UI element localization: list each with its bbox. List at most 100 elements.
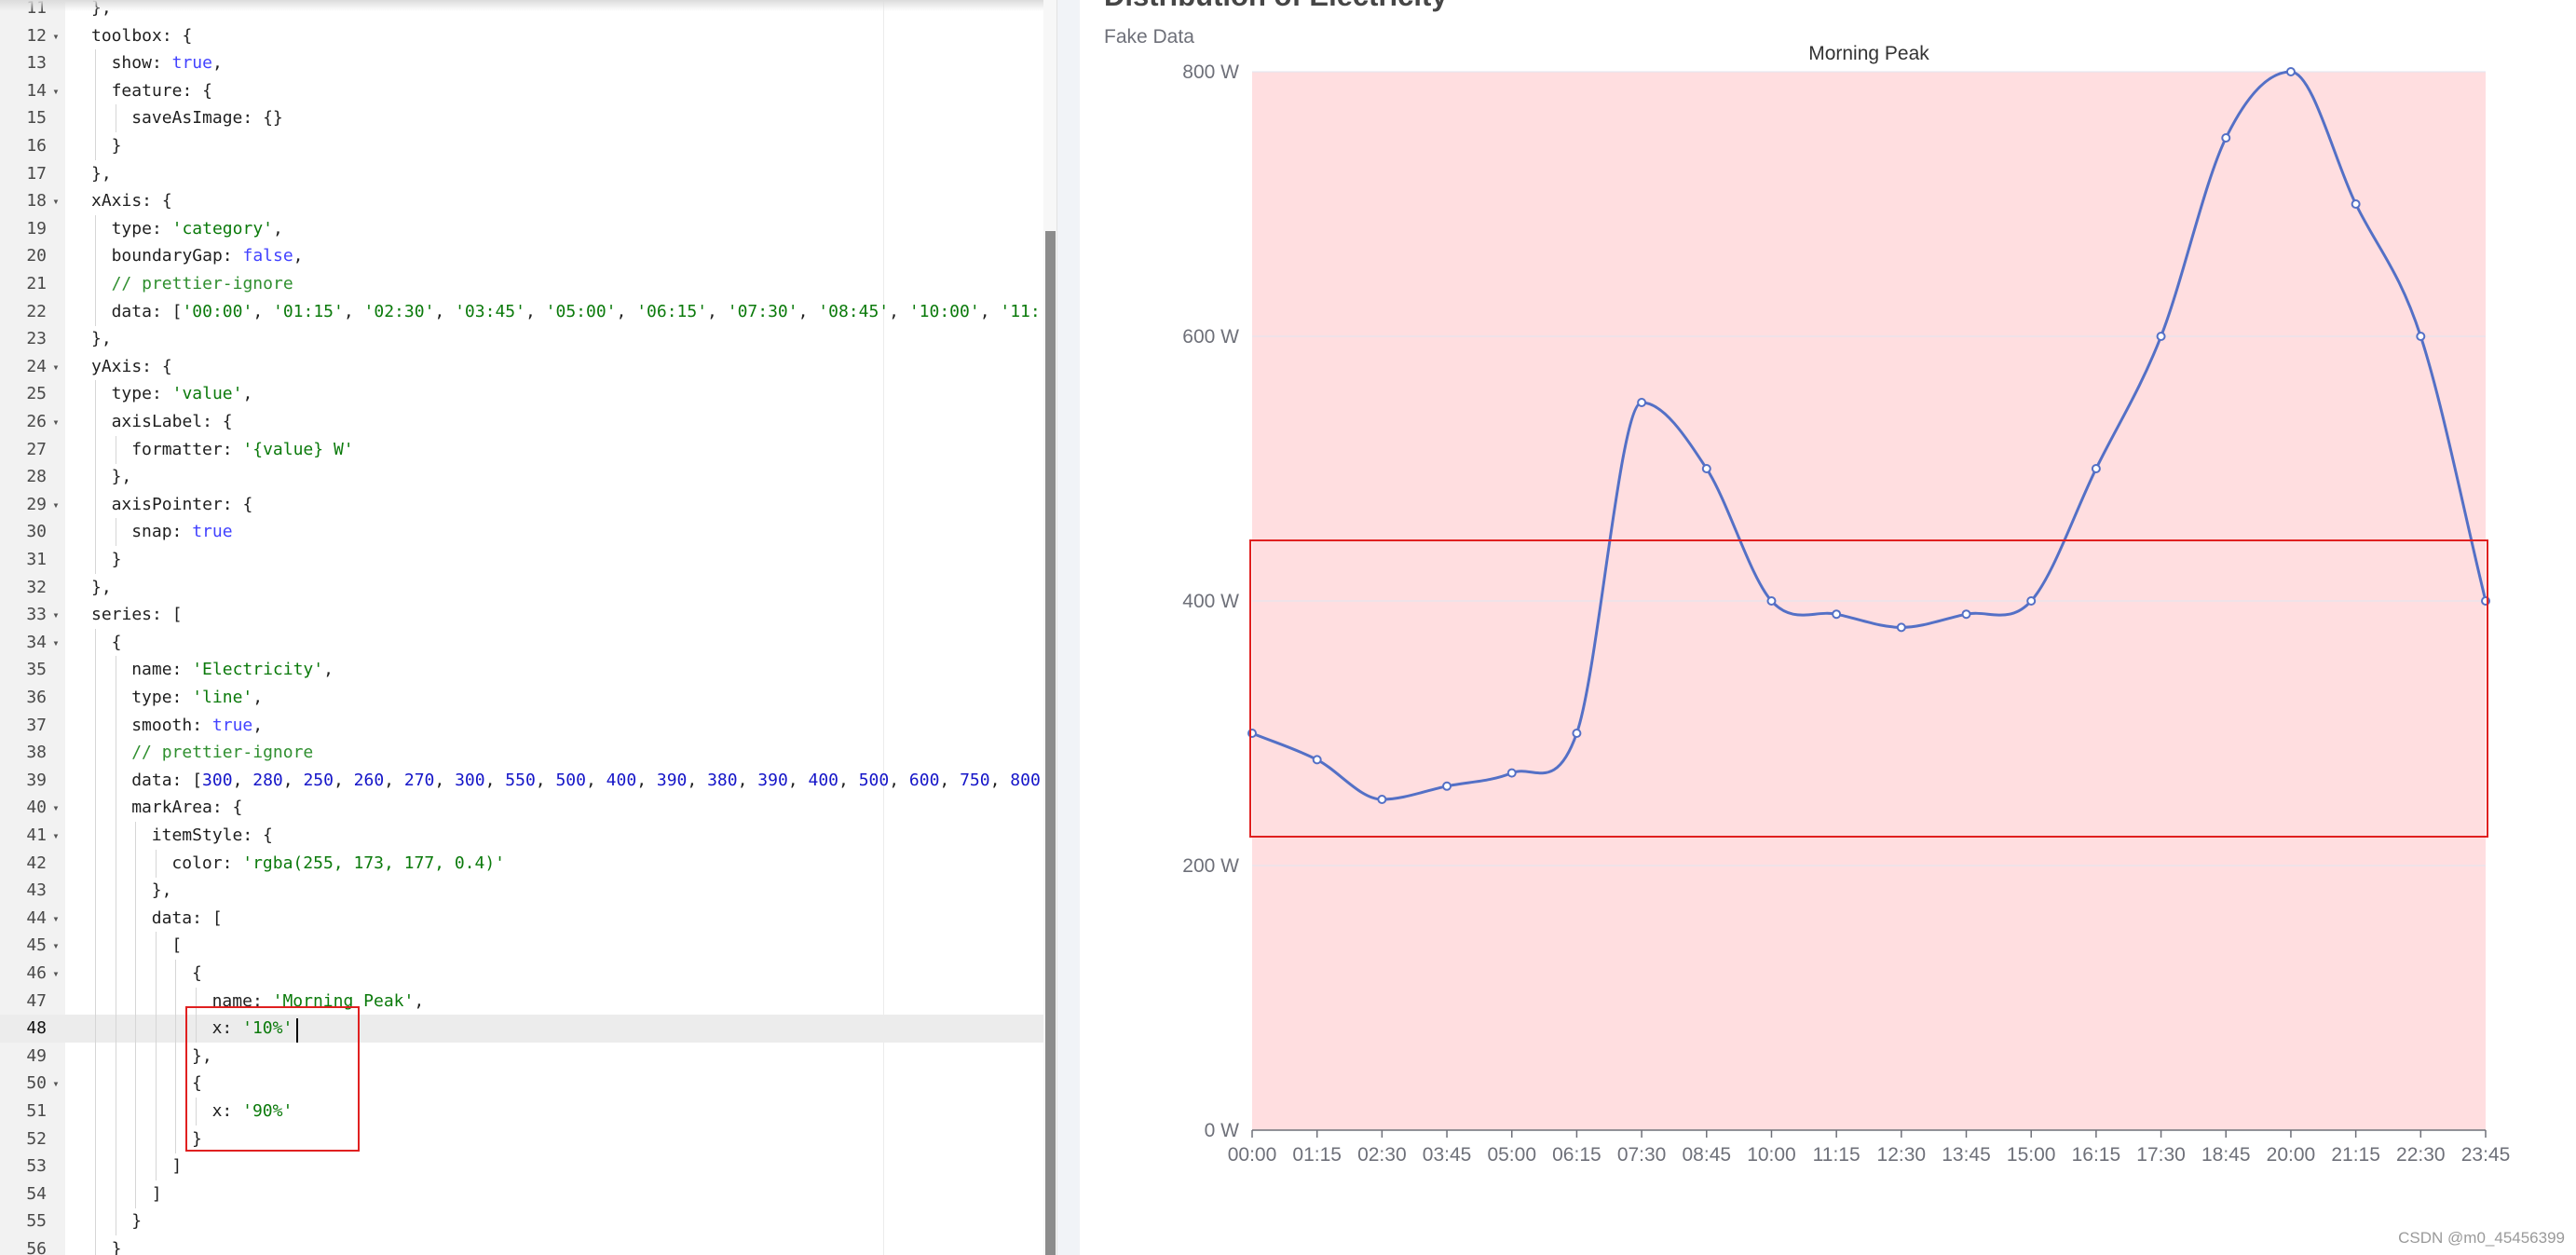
code-line[interactable]: 56}	[0, 1235, 1043, 1255]
code-line[interactable]: 53]	[0, 1153, 1043, 1181]
fold-toggle-icon[interactable]: ▾	[52, 635, 60, 649]
fold-toggle-icon[interactable]: ▾	[52, 939, 60, 953]
code-line[interactable]: 35 name: 'Electricity',	[0, 656, 1043, 685]
fold-toggle-icon[interactable]: ▾	[52, 360, 60, 374]
code-token: itemStyle: {	[151, 825, 273, 845]
pane-splitter[interactable]	[1056, 0, 1081, 1255]
code-token: '90%'	[242, 1101, 293, 1121]
code-line[interactable]: 39 data: [300, 280, 250, 260, 270, 300, 5…	[0, 766, 1043, 795]
code-line[interactable]: 26 ▾ axisLabel: {	[0, 408, 1043, 436]
code-line[interactable]: 55}	[0, 1207, 1043, 1236]
indent-guide	[95, 1098, 96, 1125]
code-line[interactable]: 21 // prettier-ignore	[0, 270, 1043, 298]
code-line[interactable]: 40 ▾ markArea: {	[0, 794, 1043, 823]
code-token: ,	[535, 770, 556, 790]
fold-toggle-icon[interactable]: ▾	[52, 1077, 60, 1091]
code-text: itemStyle: {	[152, 822, 273, 850]
chart-title: Distribution of Electricity	[1104, 0, 1448, 13]
code-line[interactable]: 43},	[0, 877, 1043, 906]
code-token: smooth:	[131, 715, 212, 735]
indent-guide	[95, 960, 96, 988]
line-number: 38	[26, 743, 47, 763]
code-line[interactable]: 17},	[0, 160, 1043, 188]
fold-toggle-icon[interactable]: ▾	[52, 967, 60, 980]
code-line[interactable]: 14 ▾ feature: {	[0, 76, 1043, 105]
code-line[interactable]: 16}	[0, 132, 1043, 160]
code-text: feature: {	[112, 77, 212, 105]
code-line[interactable]: 50 ▾ {	[0, 1070, 1043, 1098]
fold-toggle-icon[interactable]: ▾	[52, 829, 60, 842]
code-line[interactable]: 23},	[0, 325, 1043, 353]
code-line[interactable]: 13 show: true,	[0, 49, 1043, 78]
code-text: type: 'category',	[112, 215, 283, 243]
code-line[interactable]: 44 ▾ data: [	[0, 904, 1043, 933]
code-line[interactable]: 37 smooth: true,	[0, 711, 1043, 740]
code-line[interactable]: 47 name: 'Morning Peak',	[0, 987, 1043, 1016]
code-line[interactable]: 45 ▾ [	[0, 932, 1043, 961]
code-token: 500	[555, 770, 586, 790]
code-line[interactable]: 29 ▾ axisPointer: {	[0, 490, 1043, 519]
code-token: '06:15'	[636, 301, 708, 321]
indent-guide	[95, 711, 96, 740]
fold-toggle-icon[interactable]: ▾	[52, 416, 60, 429]
code-line[interactable]: 12 ▾ toolbox: {	[0, 22, 1043, 50]
code-line[interactable]: 38 // prettier-ignore	[0, 739, 1043, 768]
code-line[interactable]: 25 type: 'value',	[0, 380, 1043, 409]
code-line[interactable]: 54]	[0, 1180, 1043, 1208]
code-line[interactable]: 31}	[0, 546, 1043, 574]
indent-guide	[95, 1180, 96, 1208]
code-line[interactable]: 34 ▾ {	[0, 628, 1043, 657]
code-token: ,	[252, 301, 273, 321]
code-line[interactable]: 36 type: 'line',	[0, 684, 1043, 712]
indent-guide	[196, 1015, 197, 1044]
code-token: type:	[111, 218, 172, 239]
code-line[interactable]: 41 ▾ itemStyle: {	[0, 822, 1043, 850]
code-text: }	[112, 132, 122, 160]
code-line[interactable]: 52}	[0, 1125, 1043, 1153]
code-line[interactable]: 24 ▾ yAxis: {	[0, 353, 1043, 381]
code-token: show:	[111, 53, 172, 74]
code-token: yAxis: {	[91, 356, 172, 376]
code-line[interactable]: 32},	[0, 574, 1043, 602]
indent-guide	[135, 987, 137, 1016]
indent-guide	[95, 104, 96, 133]
code-line[interactable]: 18 ▾ xAxis: {	[0, 187, 1043, 215]
code-token: ,	[525, 301, 546, 321]
x-tick-label: 20:00	[2267, 1144, 2316, 1166]
code-line[interactable]: 30 snap: true	[0, 518, 1043, 547]
fold-toggle-icon[interactable]: ▾	[52, 195, 60, 209]
line-number: 29	[26, 494, 47, 514]
fold-toggle-icon[interactable]: ▾	[52, 911, 60, 925]
indent-guide	[135, 822, 137, 850]
editor-scrollbar-thumb[interactable]	[1045, 231, 1056, 1255]
fold-toggle-icon[interactable]: ▾	[52, 84, 60, 98]
indent-guide	[135, 1153, 137, 1181]
x-tick-label: 06:15	[1552, 1144, 1601, 1166]
code-line[interactable]: 19 type: 'category',	[0, 214, 1043, 243]
indent-guide	[95, 1015, 96, 1044]
indent-guide	[135, 849, 137, 878]
fold-toggle-icon[interactable]: ▾	[52, 608, 60, 622]
code-line[interactable]: 33 ▾ series: [	[0, 601, 1043, 629]
line-number: 37	[26, 715, 47, 735]
code-line[interactable]: 51 x: '90%'	[0, 1098, 1043, 1125]
code-line[interactable]: 46 ▾ {	[0, 960, 1043, 988]
code-line[interactable]: 48 x: '10%'	[0, 1015, 1043, 1044]
code-token: '11:	[1000, 301, 1041, 321]
code-line[interactable]: 22 data: ['00:00', '01:15', '02:30', '03:…	[0, 297, 1043, 326]
code-line[interactable]: 49},	[0, 1042, 1043, 1071]
indent-guide	[155, 1070, 157, 1098]
code-line[interactable]: 42 color: 'rgba(255, 173, 177, 0.4)'	[0, 849, 1043, 878]
data-point	[1312, 755, 1322, 765]
line-number: 18	[26, 191, 47, 211]
fold-toggle-icon[interactable]: ▾	[52, 498, 60, 512]
fold-toggle-icon[interactable]: ▾	[52, 801, 60, 815]
code-line[interactable]: 27 formatter: '{value} W'	[0, 435, 1043, 464]
code-line[interactable]: 28},	[0, 463, 1043, 492]
code-line[interactable]: 20 boundaryGap: false,	[0, 242, 1043, 271]
code-text: {	[112, 629, 122, 657]
code-line[interactable]: 15 saveAsImage: {}	[0, 104, 1043, 133]
code-token: },	[91, 163, 112, 184]
fold-toggle-icon[interactable]: ▾	[52, 29, 60, 43]
